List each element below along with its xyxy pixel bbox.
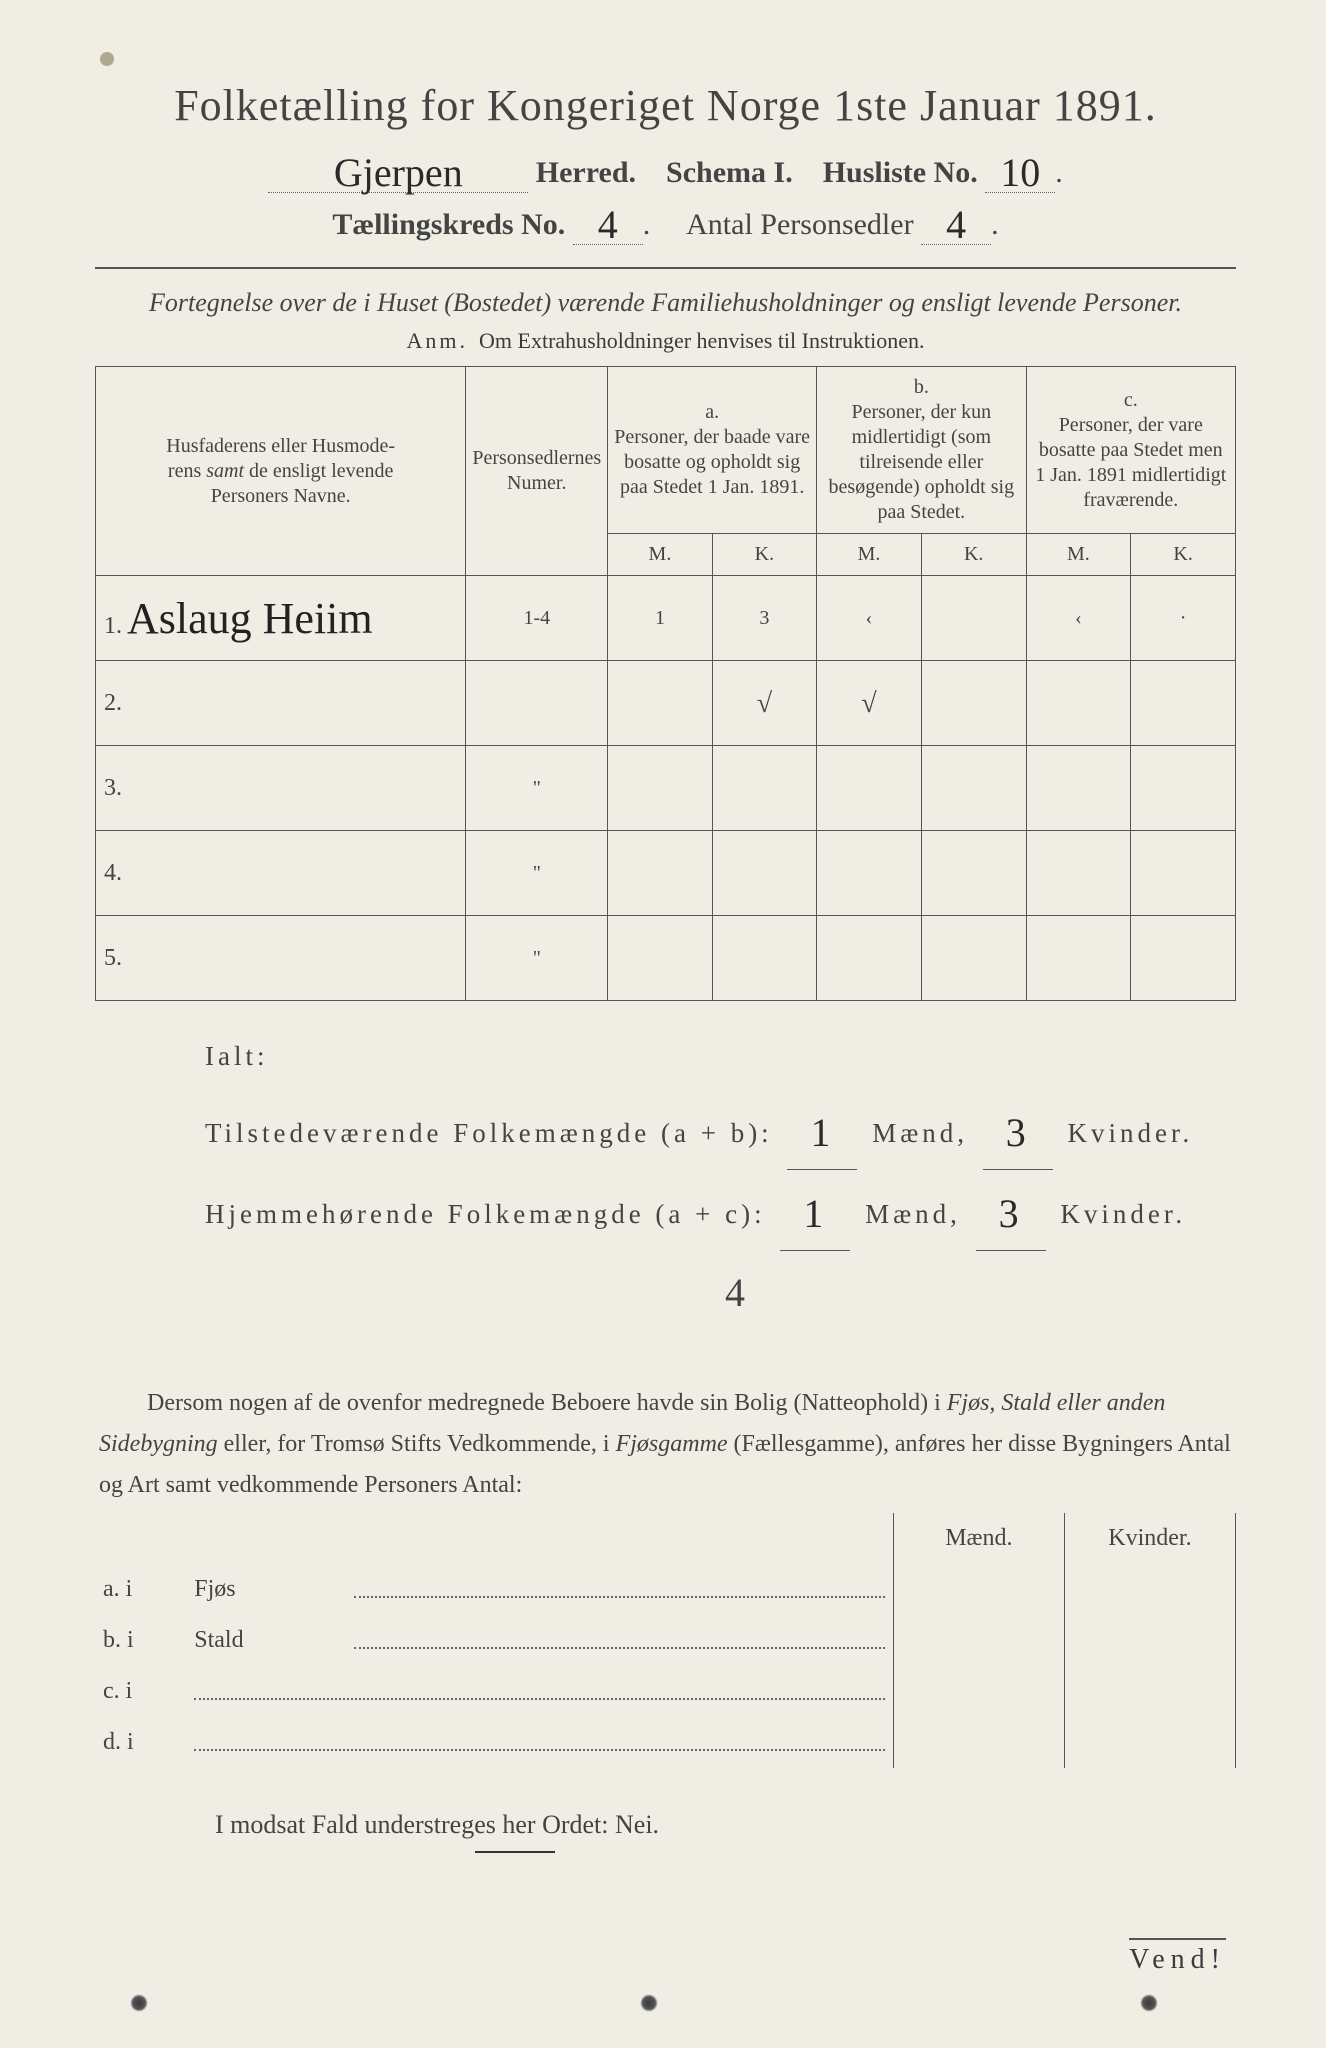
a-k: K. [712,534,816,576]
ialt-row1-label: Tilstedeværende Folkemængde (a + b): [205,1118,773,1148]
ialt-row2-label: Hjemmehørende Folkemængde (a + c): [205,1199,766,1229]
anm-line: Anm. Om Extrahusholdninger henvises til … [95,328,1236,354]
header-line-2: Tællingskreds No. 4. Antal Personsedler … [95,197,1236,245]
maend-label: Mænd, [872,1118,968,1148]
dots-line [354,1635,885,1649]
totals-block: Ialt: Tilstedeværende Folkemængde (a + b… [205,1029,1236,1333]
row-num: 5. [104,945,122,971]
bottom-d: d. i [95,1717,186,1768]
table-body: 1. Aslaug Heiim 1-4 1 3 ‹ ‹ · 2. √ √ 3. … [96,576,1236,1001]
bottom-table: Mænd. Kvinder. a. i Fjøs b. i Stald c. i… [95,1513,1236,1768]
page-title: Folketælling for Kongeriget Norge 1ste J… [95,80,1236,131]
a-m: M. [608,534,713,576]
bottom-row: d. i [95,1717,1236,1768]
ialt-r1m: 1 [810,1110,834,1155]
maend-label: Mænd, [865,1199,961,1229]
row-num: 1. [104,613,122,639]
row-name: Aslaug Heiim [127,594,373,643]
col-a-text: Personer, der baade vare bosatte og opho… [614,426,810,498]
nei-underline [475,1851,555,1853]
row-numer: " [466,746,608,831]
bottom-row: b. i Stald [95,1615,1236,1666]
vend-label: Vend! [1129,1938,1226,1976]
kvinder-label: Kvinder. [1060,1199,1186,1229]
dersom-paragraph: Dersom nogen af de ovenfor medregnede Be… [99,1383,1232,1505]
cell-bk [921,576,1026,661]
ialt-label: Ialt: [205,1029,268,1083]
husliste-value: 10 [1000,150,1040,195]
bottom-a-lbl: Fjøs [186,1564,346,1615]
row-num: 2. [104,690,122,716]
bottom-b: b. i [95,1615,186,1666]
antal-label: Antal Personsedler [686,208,913,241]
main-table: Husfaderens eller Husmode-rens samt de e… [95,366,1236,1001]
col-b-label: b. [914,376,929,398]
cell-cm: ‹ [1026,576,1131,661]
cell-ck: · [1131,576,1236,661]
col-b-text: Personer, der kun midlertidigt (som tilr… [829,401,1015,523]
cell-am: 1 [608,576,713,661]
dersom-t2: eller, for Tromsø Stifts Vedkommende, i [218,1431,616,1457]
dersom-it2: Fjøsgamme [616,1431,728,1457]
census-form-page: Folketælling for Kongeriget Norge 1ste J… [0,0,1326,2048]
row-numer: " [466,831,608,916]
cell-ak: √ [712,661,816,746]
table-row: 3. " [96,746,1236,831]
ialt-r2k: 3 [999,1191,1023,1236]
bottom-b-lbl: Stald [186,1615,346,1666]
herred-value: Gjerpen [334,150,463,195]
b-k: K. [921,534,1026,576]
bottom-row: c. i [95,1666,1236,1717]
row-num: 4. [104,860,122,886]
divider-top [95,267,1236,269]
dersom-t1: Dersom nogen af de ovenfor medregnede Be… [147,1390,947,1416]
bottom-c: c. i [95,1666,186,1717]
bottom-kvinder: Kvinder. [1108,1525,1191,1551]
husliste-label: Husliste No. [823,156,978,189]
kvinder-label: Kvinder. [1067,1118,1193,1148]
punch-hole-icon [130,1994,148,2012]
dots-line [354,1584,885,1598]
table-row: 5. " [96,916,1236,1001]
bottom-a: a. i [95,1564,186,1615]
cell-bm: ‹ [817,576,922,661]
anm-text: Om Extrahusholdninger henvises til Instr… [479,328,924,353]
bottom-maend: Mænd. [945,1525,1012,1551]
row-numer: 1-4 [466,576,608,661]
dots-line [194,1686,885,1700]
schema-label: Schema I. [666,156,793,189]
paper-blemish [100,52,114,66]
table-row: 4. " [96,831,1236,916]
table-row: 2. √ √ [96,661,1236,746]
cell-ak: 3 [712,576,816,661]
ialt-r1k: 3 [1006,1110,1030,1155]
punch-hole-icon [1140,1994,1158,2012]
b-m: M. [817,534,922,576]
antal-value: 4 [946,202,966,247]
bottom-row: a. i Fjøs [95,1564,1236,1615]
ialt-under-value: 4 [725,1253,1236,1333]
col-a-label: a. [705,401,719,423]
row-numer [466,661,608,746]
col-c-label: c. [1124,389,1138,411]
cell-bm: √ [817,661,922,746]
row-numer: " [466,916,608,1001]
ialt-r2m: 1 [803,1191,827,1236]
c-k: K. [1131,534,1236,576]
intro-text: Fortegnelse over de i Huset (Bostedet) v… [135,285,1196,320]
col2-header: Personsedlernes Numer. [472,447,601,494]
modsat-line: I modsat Fald understreges her Ordet: Ne… [215,1810,1236,1840]
anm-label: Anm. [407,328,469,353]
kreds-label: Tællingskreds No. [332,208,565,241]
punch-hole-icon [640,1994,658,2012]
col-c-text: Personer, der vare bosatte paa Stedet me… [1035,414,1226,511]
c-m: M. [1026,534,1131,576]
col1-header: Husfaderens eller Husmode-rens samt de e… [166,435,395,507]
dots-line [194,1737,885,1751]
row-num: 3. [104,775,122,801]
table-row: 1. Aslaug Heiim 1-4 1 3 ‹ ‹ · [96,576,1236,661]
herred-label: Herred. [536,156,636,189]
header-line-1: Gjerpen Herred. Schema I. Husliste No. 1… [95,145,1236,193]
kreds-value: 4 [598,202,618,247]
